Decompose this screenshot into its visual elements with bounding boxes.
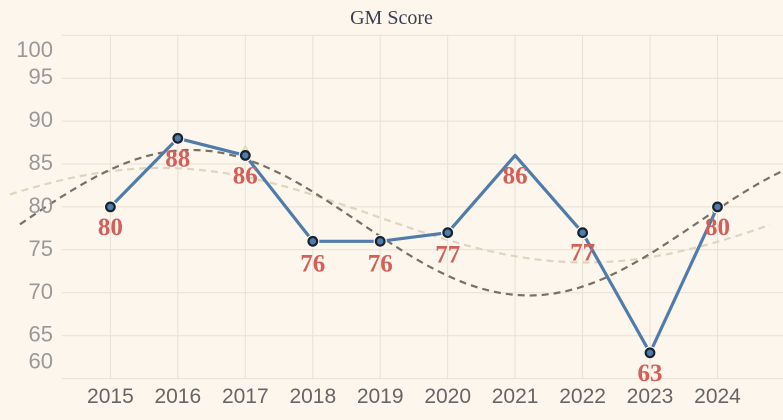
svg-text:80: 80 [29,193,53,218]
svg-text:95: 95 [29,64,53,89]
svg-text:2023: 2023 [627,385,674,408]
svg-text:86: 86 [503,162,528,189]
svg-text:2019: 2019 [357,385,404,408]
svg-text:65: 65 [29,322,53,347]
svg-text:2022: 2022 [559,385,606,408]
svg-text:GM Score: GM Score [350,7,433,29]
svg-text:2018: 2018 [289,385,336,408]
svg-text:88: 88 [165,145,190,172]
svg-text:70: 70 [29,279,53,304]
svg-text:2021: 2021 [492,385,539,408]
svg-text:76: 76 [300,250,325,277]
svg-text:100: 100 [16,37,53,62]
svg-text:60: 60 [29,349,53,374]
svg-text:86: 86 [233,162,258,189]
svg-text:77: 77 [570,240,595,267]
svg-text:2020: 2020 [424,385,471,408]
svg-text:75: 75 [29,236,53,261]
svg-text:80: 80 [705,214,730,241]
svg-text:80: 80 [98,214,123,241]
svg-text:2015: 2015 [87,385,134,408]
svg-text:63: 63 [638,360,663,387]
svg-text:2024: 2024 [694,385,741,408]
svg-text:90: 90 [29,107,53,132]
svg-text:85: 85 [29,150,53,175]
svg-text:2017: 2017 [222,385,269,408]
svg-text:77: 77 [435,242,460,269]
svg-text:76: 76 [368,250,393,277]
svg-text:2016: 2016 [154,385,201,408]
